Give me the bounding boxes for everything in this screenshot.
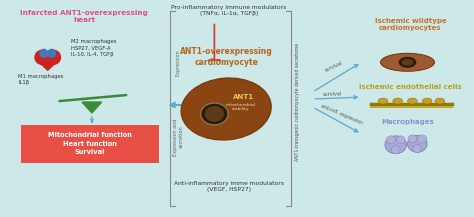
Ellipse shape	[408, 135, 427, 152]
Text: survival: survival	[324, 61, 344, 73]
Ellipse shape	[385, 136, 407, 154]
Polygon shape	[36, 59, 60, 70]
Circle shape	[48, 49, 55, 57]
Text: Infarcted ANT1-overexpressing
heart: Infarcted ANT1-overexpressing heart	[20, 10, 148, 23]
Text: Anti-inflammatory imme modulators
(VEGF, HSP27): Anti-inflammatory imme modulators (VEGF,…	[174, 181, 284, 192]
Text: anti-infl. expression: anti-infl. expression	[320, 104, 364, 126]
FancyBboxPatch shape	[21, 125, 158, 163]
Ellipse shape	[435, 98, 445, 104]
Text: ANT1: ANT1	[233, 94, 255, 100]
Text: Expression and
secretion: Expression and secretion	[173, 118, 183, 156]
Text: M1 macrophages
IL1β: M1 macrophages IL1β	[18, 74, 64, 85]
Text: M2 macrophages
HSP27, VEGF-A
IL-10, IL-4, TGFβ: M2 macrophages HSP27, VEGF-A IL-10, IL-4…	[71, 39, 117, 57]
Text: Ischemic wildtype
cardiomyocytes: Ischemic wildtype cardiomyocytes	[374, 18, 447, 31]
Ellipse shape	[418, 135, 427, 143]
Text: ANT1-transgenic cardiomyocyte derived secretome: ANT1-transgenic cardiomyocyte derived se…	[295, 43, 300, 161]
Ellipse shape	[381, 53, 435, 71]
Text: Ischemic endothelial cells: Ischemic endothelial cells	[359, 84, 462, 90]
Ellipse shape	[413, 145, 422, 153]
Text: Macrophages: Macrophages	[381, 119, 434, 125]
Ellipse shape	[396, 136, 405, 144]
Ellipse shape	[393, 98, 402, 104]
Text: Mitochondrial function
Heart function
Survival: Mitochondrial function Heart function Su…	[48, 132, 132, 155]
Polygon shape	[82, 102, 101, 113]
Ellipse shape	[378, 98, 388, 104]
Circle shape	[35, 50, 49, 64]
Circle shape	[47, 50, 61, 64]
Text: survival: survival	[322, 91, 342, 97]
Ellipse shape	[205, 106, 224, 122]
Ellipse shape	[392, 146, 400, 154]
Circle shape	[40, 49, 48, 57]
Text: mitochondrial
stability: mitochondrial stability	[226, 103, 256, 111]
Ellipse shape	[386, 136, 395, 144]
Ellipse shape	[399, 57, 416, 68]
Ellipse shape	[408, 98, 417, 104]
Ellipse shape	[181, 78, 271, 140]
Ellipse shape	[401, 59, 413, 66]
Ellipse shape	[201, 103, 228, 125]
Text: Expression: Expression	[176, 49, 181, 76]
Text: Pro-inflammatory immune modulators
(TNFα, IL-1α, TGFβ): Pro-inflammatory immune modulators (TNFα…	[172, 5, 287, 16]
Ellipse shape	[422, 98, 432, 104]
Text: ANT1-overexpressing
cardiomyocyte: ANT1-overexpressing cardiomyocyte	[180, 47, 273, 67]
Ellipse shape	[408, 135, 417, 143]
